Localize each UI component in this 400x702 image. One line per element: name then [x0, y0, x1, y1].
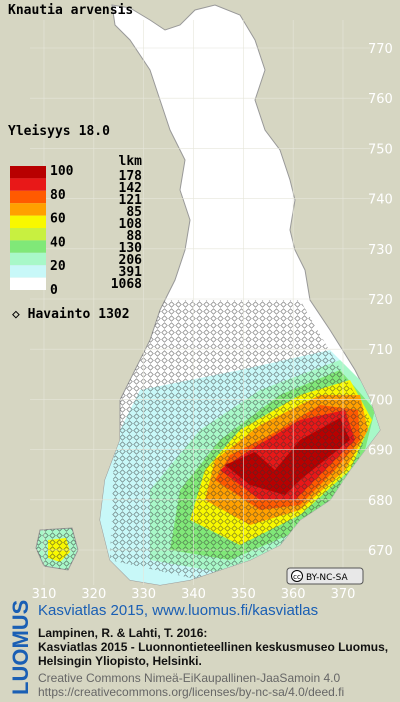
citation: Lampinen, R. & Lahti, T. 2016:Kasviatlas…	[38, 626, 388, 668]
class-count: 85	[126, 205, 142, 220]
frequency-value: 18.0	[79, 124, 110, 139]
license: Creative Commons Nimeä-EiKaupallinen-Jaa…	[38, 671, 344, 699]
frequency-label: Yleisyys	[8, 124, 71, 139]
scale-label: 60	[50, 212, 66, 227]
svg-text:cc: cc	[293, 573, 301, 581]
x-label: 350	[231, 587, 256, 602]
legend-swatch	[10, 265, 46, 278]
scale-label: 20	[50, 259, 66, 274]
observations-label: Havainto	[28, 307, 91, 322]
y-label: 760	[368, 92, 393, 107]
x-label: 360	[281, 587, 306, 602]
legend-swatch	[10, 166, 46, 179]
scale-label: 40	[50, 235, 66, 250]
legend: 100 80 60 40 20 0 1781421218510888130206391106…	[10, 164, 142, 298]
y-label: 750	[368, 142, 393, 157]
class-count: 1068	[111, 277, 142, 292]
legend-swatch	[10, 252, 46, 266]
legend-swatch	[10, 240, 46, 253]
legend-swatch	[10, 277, 46, 290]
x-label: 370	[331, 587, 356, 602]
brand: LUOMUS	[8, 600, 33, 695]
scale-label: 0	[50, 283, 58, 298]
legend-swatch	[10, 178, 46, 191]
citation-line: Kasviatlas 2015 - Luonnontieteellinen ke…	[38, 640, 388, 654]
y-label: 770	[368, 42, 393, 57]
class-count: 108	[119, 217, 143, 232]
class-count: 121	[119, 193, 143, 208]
citation-line: Helsingin Yliopisto, Helsinki.	[38, 654, 202, 668]
y-label: 670	[368, 544, 393, 559]
x-label: 310	[32, 587, 57, 602]
legend-swatch	[10, 190, 46, 204]
grid: 770 760 750 740 730 720 710 700 690 680 670 310 320 3…	[30, 20, 393, 602]
scale-label: 80	[50, 188, 66, 203]
aland	[35, 527, 79, 571]
license-line: Creative Commons Nimeä-EiKaupallinen-Jaa…	[38, 671, 340, 685]
class-count: 178	[119, 169, 143, 184]
class-count: 206	[119, 253, 143, 268]
legend-swatch	[10, 203, 46, 216]
y-label: 720	[368, 293, 393, 308]
x-label: 340	[181, 587, 206, 602]
citation-line: Lampinen, R. & Lahti, T. 2016:	[38, 626, 207, 640]
x-label: 320	[81, 587, 106, 602]
class-count: 88	[126, 229, 142, 244]
scale-label: 100	[50, 164, 74, 179]
land	[35, 4, 381, 586]
y-label: 710	[368, 343, 393, 358]
license-badge: cc BY-NC-SA	[286, 567, 364, 585]
y-label: 740	[368, 193, 393, 208]
legend-swatch	[10, 228, 46, 241]
frequency: Yleisyys 18.0	[8, 124, 110, 139]
observations: ◇ Havainto 1302	[12, 307, 130, 322]
legend-swatch	[10, 215, 46, 228]
x-label: 330	[131, 587, 156, 602]
observations-count: 1302	[98, 307, 129, 322]
y-label: 700	[368, 393, 393, 408]
species-title: Knautia arvensis	[8, 3, 133, 18]
y-label: 690	[368, 444, 393, 459]
class-count: 391	[119, 265, 143, 280]
headline: Kasviatlas 2015, www.luomus.fi/kasviatla…	[38, 602, 318, 619]
y-label: 680	[368, 494, 393, 509]
class-count: 130	[119, 241, 143, 256]
count-header: lkm	[119, 154, 143, 169]
class-count: 142	[119, 181, 142, 196]
license-badge-text: BY-NC-SA	[306, 573, 349, 583]
license-line: https://creativecommons.org/licenses/by-…	[38, 685, 344, 699]
y-label: 730	[368, 243, 393, 258]
